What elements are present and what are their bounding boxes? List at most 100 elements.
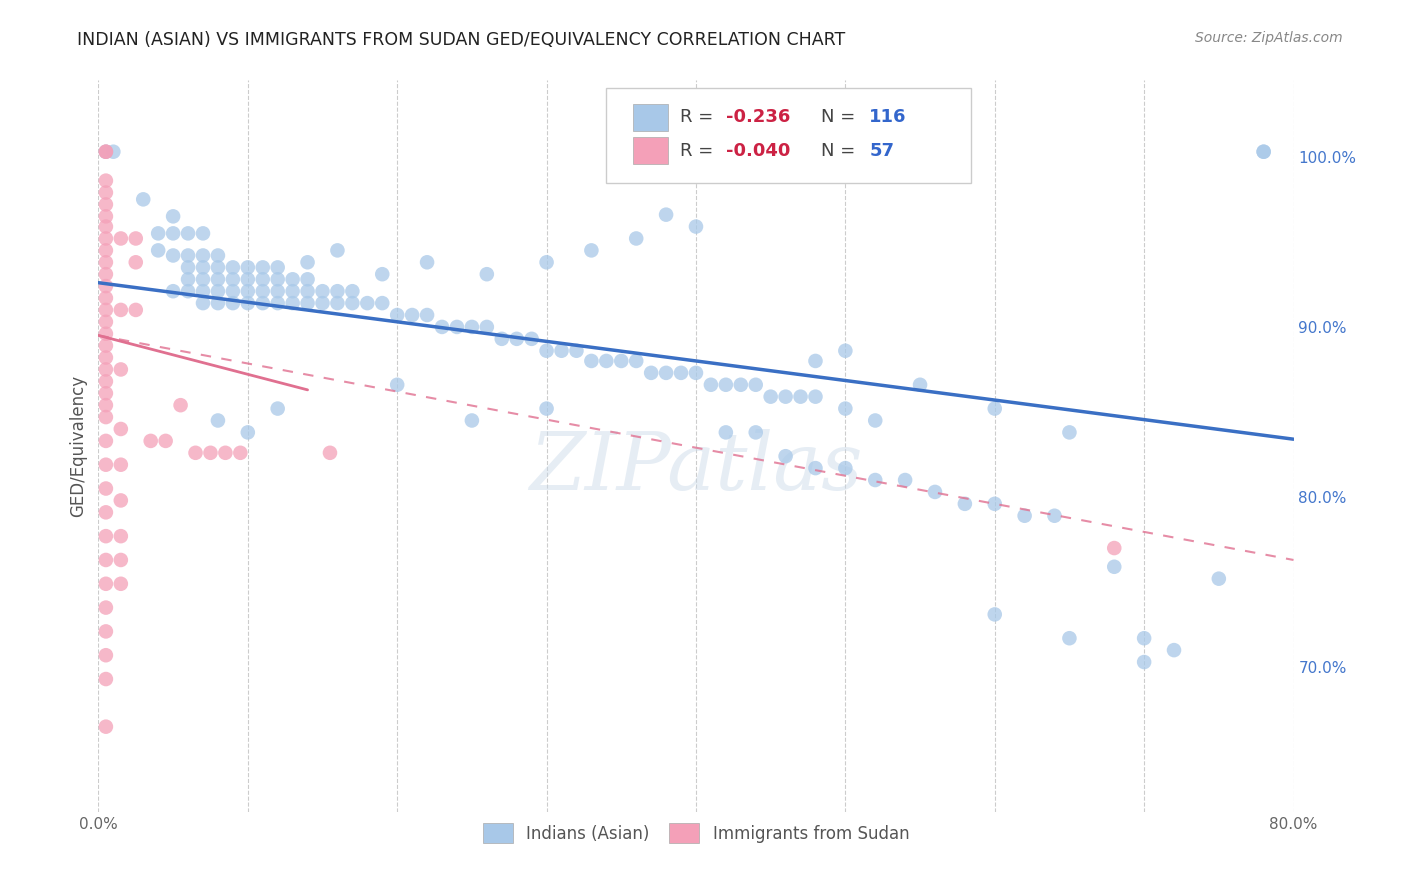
Point: [700, 377, 723, 392]
Point: [94, 362, 117, 376]
Point: [326, 244, 349, 258]
Point: [162, 210, 184, 224]
Point: [730, 377, 752, 392]
Point: [1104, 559, 1126, 574]
Point: [1208, 572, 1230, 586]
Point: [148, 244, 170, 258]
Point: [267, 296, 290, 310]
Point: [94, 576, 117, 591]
Point: [371, 296, 394, 310]
Point: [908, 377, 931, 392]
Text: N =: N =: [821, 142, 862, 161]
Point: [110, 493, 132, 508]
Text: R =: R =: [681, 108, 720, 126]
Point: [94, 410, 117, 425]
Point: [110, 302, 132, 317]
Point: [94, 255, 117, 269]
Point: [759, 390, 782, 404]
Point: [184, 446, 207, 460]
Point: [789, 390, 811, 404]
Point: [222, 284, 245, 298]
Point: [834, 343, 856, 358]
Point: [236, 272, 259, 286]
Point: [1133, 631, 1156, 645]
Point: [356, 296, 378, 310]
Point: [162, 284, 184, 298]
Point: [461, 320, 484, 334]
Point: [475, 320, 498, 334]
Point: [311, 296, 333, 310]
Point: [236, 284, 259, 298]
Point: [94, 482, 117, 496]
Point: [669, 366, 692, 380]
Point: [162, 227, 184, 241]
Point: [984, 401, 1007, 416]
Text: Source: ZipAtlas.com: Source: ZipAtlas.com: [1195, 31, 1343, 45]
Point: [581, 244, 603, 258]
Point: [1133, 655, 1156, 669]
Legend: Indians (Asian), Immigrants from Sudan: Indians (Asian), Immigrants from Sudan: [474, 815, 918, 851]
Y-axis label: GED/Equivalency: GED/Equivalency: [69, 375, 87, 517]
Point: [94, 386, 117, 401]
Point: [267, 401, 290, 416]
Point: [236, 425, 259, 440]
Point: [565, 343, 588, 358]
Point: [342, 296, 364, 310]
Point: [94, 174, 117, 188]
Point: [236, 296, 259, 310]
Point: [94, 720, 117, 734]
Point: [311, 284, 333, 298]
Point: [94, 434, 117, 448]
Point: [94, 648, 117, 663]
Point: [94, 231, 117, 245]
Point: [110, 231, 132, 245]
Point: [506, 332, 529, 346]
Text: ZIPatlas: ZIPatlas: [529, 429, 863, 507]
Point: [148, 227, 170, 241]
Point: [1163, 643, 1185, 657]
Point: [924, 484, 946, 499]
Point: [416, 255, 439, 269]
Point: [207, 272, 229, 286]
Point: [953, 497, 976, 511]
Point: [94, 210, 117, 224]
Point: [1059, 425, 1081, 440]
Point: [685, 366, 707, 380]
Point: [745, 425, 768, 440]
Point: [297, 284, 319, 298]
Point: [775, 390, 797, 404]
Point: [207, 296, 229, 310]
Point: [94, 672, 117, 686]
Point: [110, 576, 132, 591]
Point: [894, 473, 917, 487]
Point: [139, 434, 162, 448]
Point: [207, 284, 229, 298]
Point: [110, 553, 132, 567]
FancyBboxPatch shape: [606, 87, 972, 183]
Point: [319, 446, 342, 460]
Point: [177, 284, 200, 298]
Text: -0.236: -0.236: [725, 108, 790, 126]
Text: 116: 116: [869, 108, 907, 126]
Point: [94, 302, 117, 317]
Text: N =: N =: [821, 108, 862, 126]
Point: [1253, 145, 1275, 159]
Point: [1059, 631, 1081, 645]
Point: [191, 284, 214, 298]
Point: [581, 354, 603, 368]
Point: [125, 255, 148, 269]
Point: [94, 186, 117, 200]
Point: [214, 446, 236, 460]
Point: [281, 296, 304, 310]
Point: [94, 375, 117, 389]
Point: [94, 529, 117, 543]
Point: [94, 326, 117, 341]
Point: [834, 461, 856, 475]
Point: [94, 219, 117, 234]
Point: [984, 607, 1007, 622]
Point: [200, 446, 222, 460]
Point: [281, 284, 304, 298]
Point: [401, 308, 423, 322]
Point: [125, 302, 148, 317]
Point: [1043, 508, 1066, 523]
